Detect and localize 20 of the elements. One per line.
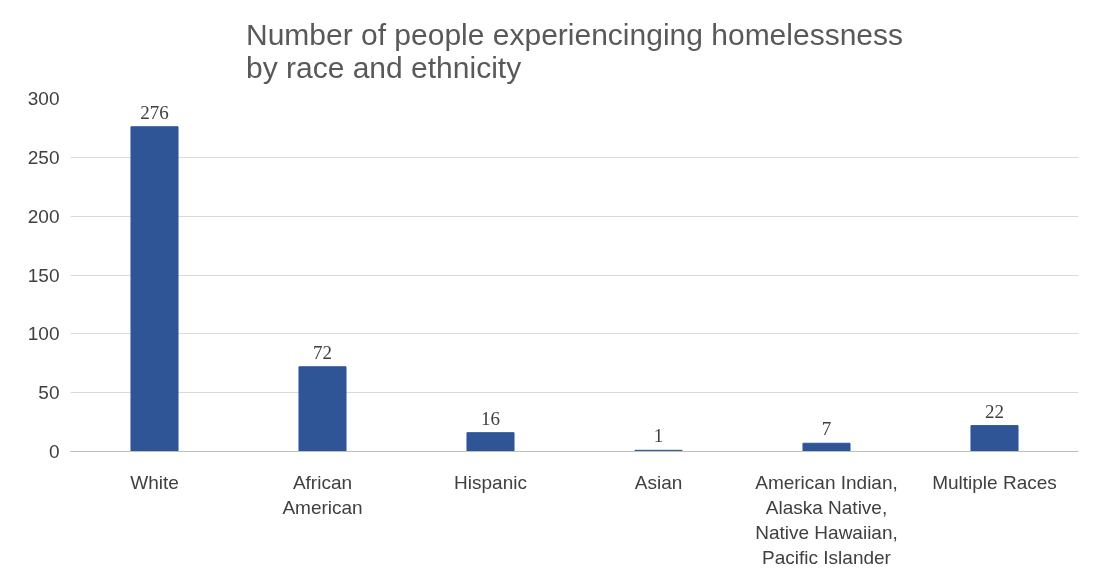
y-tick-label: 50 <box>38 382 60 404</box>
y-tick-label: 200 <box>27 205 60 227</box>
data-label: 16 <box>481 407 500 429</box>
y-tick-label: 300 <box>27 88 60 109</box>
chart-title: Number of people experiencinging homelessness by race and ethnicity <box>245 17 904 84</box>
x-tick-label: American Indian, Alaska Native, Native Hawaiian, Pacific Islander <box>755 471 898 569</box>
x-tick-label: Multiple Races <box>932 471 1057 493</box>
y-tick-label: 0 <box>48 441 60 462</box>
y-tick-label: 100 <box>27 323 60 345</box>
data-label: 7 <box>821 418 832 440</box>
data-label: 1 <box>653 425 664 447</box>
x-tick-label: Hispanic <box>454 471 527 493</box>
data-label: 72 <box>313 341 332 363</box>
data-label: 276 <box>140 101 169 123</box>
y-tick-label: 150 <box>27 264 60 286</box>
x-tick-label: White <box>130 471 179 493</box>
x-tick-label: African American <box>282 471 363 518</box>
data-label: 22 <box>985 400 1004 422</box>
y-tick-label: 250 <box>27 146 60 168</box>
x-tick-label: Asian <box>634 471 683 493</box>
